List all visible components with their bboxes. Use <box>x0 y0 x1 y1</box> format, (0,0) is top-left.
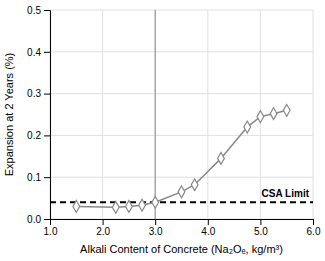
x-tick: 1.0 <box>44 219 58 237</box>
grid-line-y <box>50 51 313 52</box>
y-tick-mark <box>44 10 50 11</box>
grid-line-y <box>50 93 313 94</box>
grid <box>50 10 313 219</box>
data-point <box>126 201 133 213</box>
x-tick-label: 2.0 <box>96 226 110 237</box>
data-point <box>218 153 225 165</box>
x-tick: 2.0 <box>96 219 110 237</box>
grid-line-y <box>50 10 313 11</box>
data-point <box>270 108 277 120</box>
y-tick-label: 0.5 <box>27 5 41 16</box>
data-layer <box>50 10 313 219</box>
y-tick: 0.4 <box>27 47 50 58</box>
grid-line-x <box>207 10 208 219</box>
data-point <box>112 201 119 213</box>
y-tick-label: 0.0 <box>27 214 41 225</box>
data-point <box>139 199 146 211</box>
grid-line-x <box>102 10 103 219</box>
y-tick-mark <box>44 52 50 53</box>
y-axis-line <box>44 11 51 220</box>
data-point <box>178 186 185 198</box>
y-tick-label: 0.3 <box>27 88 41 99</box>
x-axis-line <box>51 220 314 226</box>
x-tick-label: 1.0 <box>44 226 58 237</box>
data-point <box>73 201 80 213</box>
x-tick-label: 5.0 <box>254 226 268 237</box>
y-tick-mark <box>44 135 50 136</box>
data-line <box>76 110 286 207</box>
x-tick-label: 6.0 <box>307 226 321 237</box>
y-axis: 0.0 0.1 0.2 0.3 0.4 0.5 <box>27 5 50 225</box>
x-tick-mark <box>313 219 314 225</box>
y-tick: 0.5 <box>27 5 50 16</box>
y-tick-label: 0.2 <box>27 130 41 141</box>
data-point <box>244 121 251 133</box>
grid-line-y <box>50 135 313 136</box>
data-point <box>257 111 264 123</box>
x-tick: 5.0 <box>254 219 268 237</box>
data-point <box>191 179 198 191</box>
data-point <box>152 196 159 208</box>
x-axis: 1.0 2.0 3.0 4.0 5.0 6.0 <box>44 219 321 237</box>
x-axis-title: Alkali Content of Concrete (Na₂Oₑ, kg/m³… <box>80 243 283 255</box>
x-tick-mark <box>260 219 261 225</box>
grid-line-x <box>155 10 156 219</box>
reference-line-horizontal <box>50 201 313 203</box>
x-tick-mark <box>103 219 104 225</box>
x-tick: 6.0 <box>307 219 321 237</box>
y-tick: 0.2 <box>27 130 50 141</box>
y-tick-mark <box>44 219 50 220</box>
reference-line-vertical <box>155 10 156 219</box>
y-tick-mark <box>44 177 50 178</box>
y-tick-mark <box>44 94 50 95</box>
y-axis-title: Expansion at 2 Years (%) <box>3 53 15 177</box>
x-tick: 3.0 <box>149 219 163 237</box>
chart: 1.0 2.0 3.0 4.0 5.0 6.0 0.0 0.1 0.2 0.3 0.4 0.5 CSA … <box>0 0 325 261</box>
y-tick-label: 0.4 <box>27 47 41 58</box>
reference-line-label: CSA Limit <box>262 188 310 199</box>
y-tick: 0.3 <box>27 88 50 99</box>
x-tick-mark <box>155 219 156 225</box>
grid-line-y <box>50 177 313 178</box>
x-tick-label: 3.0 <box>149 226 163 237</box>
data-point <box>283 104 290 116</box>
x-tick: 4.0 <box>201 219 215 237</box>
y-tick-label: 0.1 <box>27 172 41 183</box>
plot-area: 1.0 2.0 3.0 4.0 5.0 6.0 0.0 0.1 0.2 0.3 0.4 0.5 CSA … <box>27 5 321 237</box>
y-tick: 0.1 <box>27 172 50 183</box>
x-tick-label: 4.0 <box>201 226 215 237</box>
y-tick: 0.0 <box>27 214 50 225</box>
x-tick-mark <box>208 219 209 225</box>
grid-line-x <box>313 10 314 219</box>
